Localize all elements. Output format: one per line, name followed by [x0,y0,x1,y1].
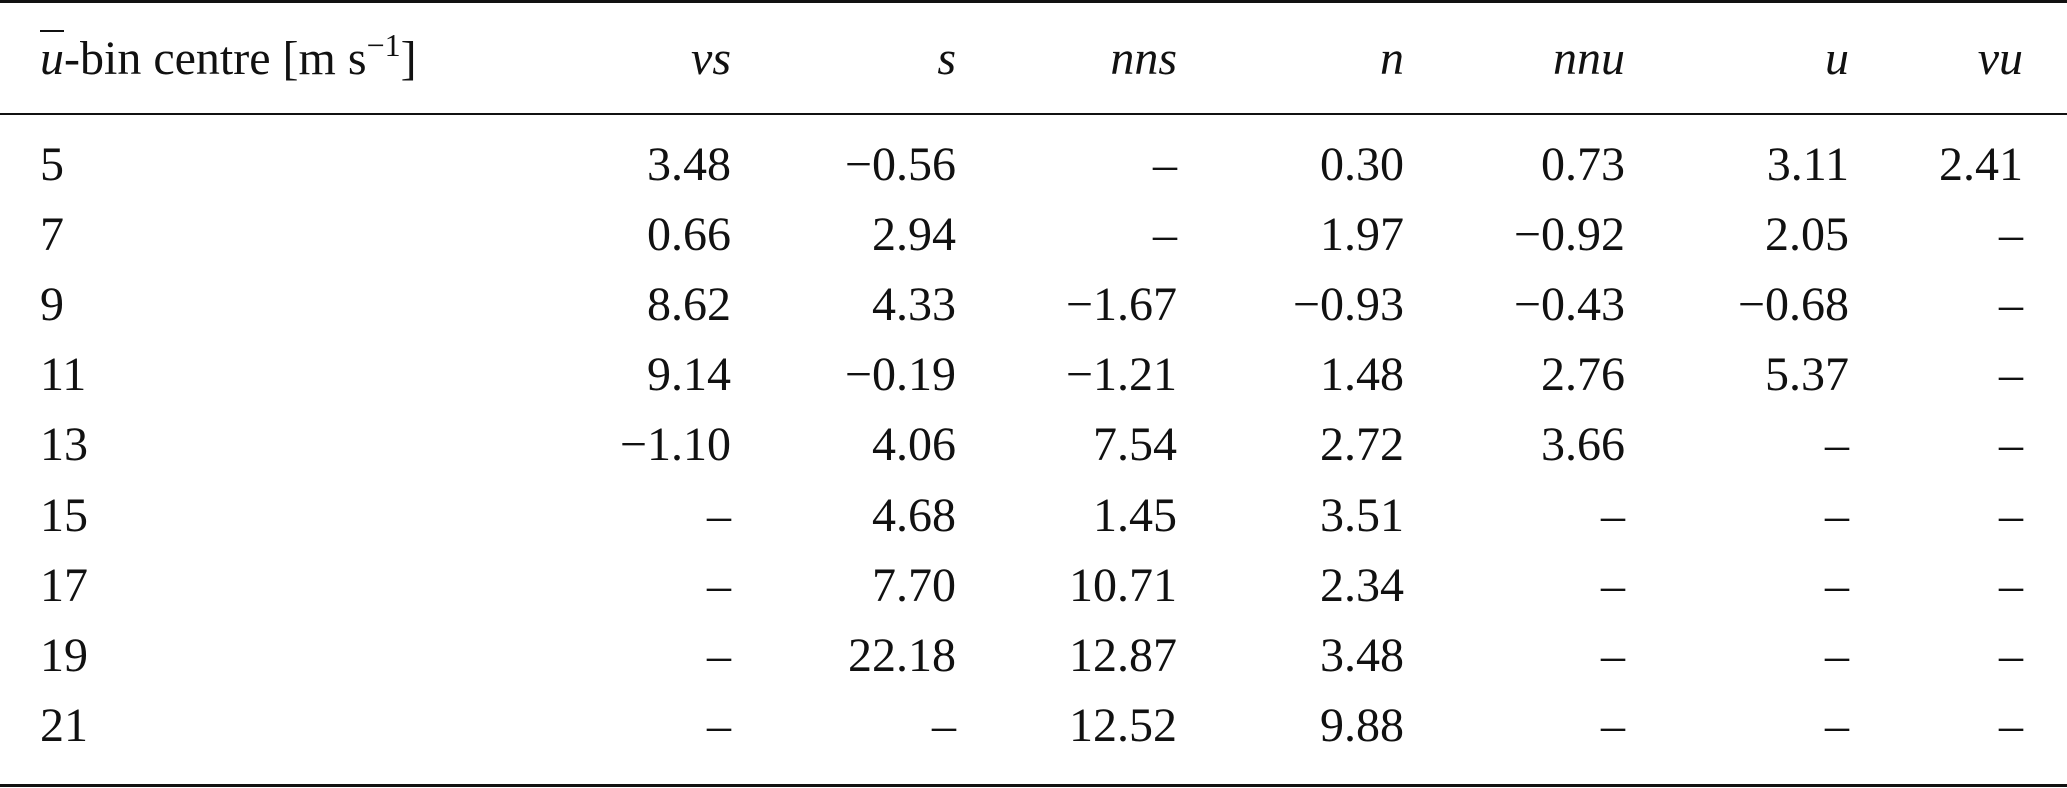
table-cell: – [932,698,956,752]
row-label: 17 [40,558,88,612]
table-cell: 5.37 [1765,348,1849,402]
header-rule [0,113,2067,115]
table-cell: 4.33 [872,278,956,332]
table-cell: – [1999,558,2023,612]
table-cell: – [707,488,731,542]
table-cell: – [1601,698,1625,752]
row-label: 19 [40,628,88,682]
row-label: 9 [40,278,64,332]
table-cell: 3.66 [1541,418,1625,472]
header-exponent: −1 [366,27,401,63]
column-header: n [1380,32,1404,85]
table-cell: 1.45 [1093,488,1177,542]
table-cell: – [1999,348,2023,402]
table-cell: – [1825,488,1849,542]
table-cell: −0.68 [1737,278,1849,332]
table-cell: 0.30 [1320,138,1404,191]
table-cell: 10.71 [1069,558,1177,612]
table-cell: – [1825,698,1849,752]
table-cell: 22.18 [848,628,956,682]
table-cell: −0.92 [1513,208,1625,262]
table-cell: 2.76 [1541,348,1625,402]
table-cell: – [1999,418,2023,472]
row-label: 7 [40,208,64,262]
table-cell: – [1153,138,1177,191]
column-header: u [1825,32,1849,85]
table-cell: 2.41 [1939,138,2023,191]
table-cell: – [1999,278,2023,332]
table-cell: – [1601,558,1625,612]
table-cell: −1.21 [1065,348,1177,402]
table-cell: 3.11 [1766,138,1849,191]
bottom-rule [0,784,2067,787]
table-cell: 2.05 [1765,208,1849,262]
column-header: vs [691,32,731,85]
column-header: vu [1977,32,2023,85]
header-symbol: u [40,32,64,85]
table-cell: 1.97 [1320,208,1404,262]
table-cell: 12.52 [1069,698,1177,752]
column-header: nns [1110,32,1177,85]
row-label: 13 [40,418,88,472]
table-cell: 2.72 [1320,418,1404,472]
table-cell: – [1825,418,1849,472]
table-cell: −0.93 [1292,278,1404,332]
table-cell: 3.51 [1320,488,1404,542]
column-header: s [937,32,956,85]
table-cell: 9.88 [1320,698,1404,752]
row-label: 5 [40,138,64,191]
table-cell: 7.54 [1093,418,1177,472]
table-cell: 0.66 [647,208,731,262]
table-cell: −1.10 [619,418,731,472]
table-cell: – [707,558,731,612]
table-cell: – [1999,488,2023,542]
table-cell: – [1601,488,1625,542]
table-cell: – [1999,208,2023,262]
row-label: 15 [40,488,88,542]
table-cell: – [1999,698,2023,752]
table-cell: – [1601,628,1625,682]
table-cell: 0.73 [1541,138,1625,191]
table-cell: – [1825,628,1849,682]
table-cell: 4.68 [872,488,956,542]
table-cell: – [707,628,731,682]
row-label: 21 [40,698,88,752]
table-cell: 12.87 [1069,628,1177,682]
table-cell: – [707,698,731,752]
header-first-cell: u-bin centre [m s−1] [40,29,417,85]
top-rule [0,0,2067,3]
table-cell: 3.48 [647,138,731,191]
table-cell: – [1999,628,2023,682]
table-cell: −1.67 [1065,278,1177,332]
column-header: nnu [1553,32,1625,85]
table-cell: 7.70 [872,558,956,612]
table-cell: – [1825,558,1849,612]
table-cell: 4.06 [872,418,956,472]
table-cell: 2.94 [872,208,956,262]
row-label: 11 [40,348,87,402]
table-cell: – [1153,208,1177,262]
table-cell: −0.56 [844,138,956,191]
header-text: -bin centre [m s [64,32,367,85]
table-cell: −0.43 [1513,278,1625,332]
table-cell: 8.62 [647,278,731,332]
table-cell: 9.14 [647,348,731,402]
table-cell: 2.34 [1320,558,1404,612]
table-cell: −0.19 [844,348,956,402]
header-closing: ] [400,32,417,85]
table-cell: 1.48 [1320,348,1404,402]
table-cell: 3.48 [1320,628,1404,682]
